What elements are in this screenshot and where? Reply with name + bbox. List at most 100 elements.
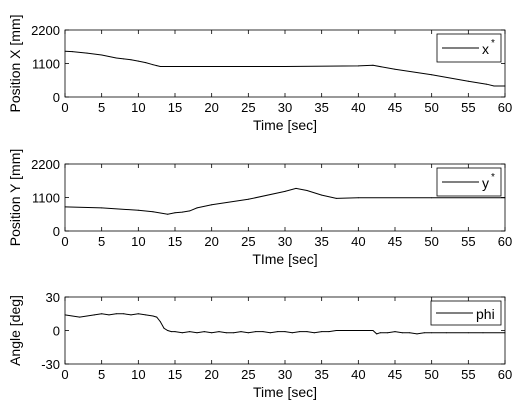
data-point <box>379 332 381 334</box>
data-point <box>416 333 418 335</box>
data-point <box>130 59 132 61</box>
data-point <box>174 212 176 214</box>
x-tick-label: 10 <box>131 367 145 382</box>
data-point <box>299 331 301 333</box>
data-point <box>335 197 337 199</box>
data-point <box>291 332 293 334</box>
data-point <box>167 213 169 215</box>
x-tick-label: 55 <box>461 234 475 249</box>
x-tick-label: 0 <box>61 234 68 249</box>
data-point <box>394 68 396 70</box>
x-tick-label: 60 <box>498 234 512 249</box>
x-tick-label: 40 <box>351 234 365 249</box>
data-point <box>167 330 169 331</box>
data-point <box>115 57 117 59</box>
data-point <box>306 190 308 191</box>
x-tick-label: 20 <box>204 100 218 115</box>
data-point <box>196 332 198 334</box>
data-point <box>365 330 367 331</box>
y-tick-label: -30 <box>41 357 60 372</box>
data-point <box>101 207 103 209</box>
data-point <box>189 210 191 212</box>
data-point <box>152 64 154 66</box>
data-point <box>152 315 154 317</box>
chart-panel-2: 0 5 10 15 20 25 30 35 40 45 50 55 60 0 1100 2200 TIme [s… <box>7 149 512 267</box>
data-point <box>277 331 279 333</box>
data-point <box>86 315 88 317</box>
legend: phi <box>430 300 502 326</box>
data-point <box>387 332 389 334</box>
data-point <box>343 330 345 331</box>
data-point <box>64 50 66 52</box>
data-point <box>170 331 172 333</box>
x-tick-label: 20 <box>204 234 218 249</box>
legend-superscript: * <box>491 38 495 49</box>
x-tick-label: 35 <box>314 367 328 382</box>
x-tick-label: 40 <box>351 100 365 115</box>
data-point <box>130 314 132 316</box>
data-point <box>376 333 378 335</box>
data-point <box>137 209 139 211</box>
data-point <box>218 331 220 333</box>
x-tick-label: 45 <box>388 234 402 249</box>
x-tick-label: 50 <box>424 234 438 249</box>
x-tick-label: 10 <box>131 234 145 249</box>
x-tick-label: 55 <box>461 367 475 382</box>
data-point <box>159 66 161 67</box>
data-point <box>115 313 117 315</box>
data-point <box>423 332 425 334</box>
data-point <box>321 194 323 196</box>
data-point <box>504 85 506 87</box>
data-point <box>189 331 191 333</box>
data-point <box>123 58 125 60</box>
y-tick-label: 0 <box>53 324 60 339</box>
x-tick-label: 25 <box>241 100 255 115</box>
data-point <box>156 65 158 67</box>
x-tick-label: 55 <box>461 100 475 115</box>
x-tick-label: 15 <box>168 234 182 249</box>
data-point <box>137 313 139 315</box>
y-axis-label: Position X [mm] <box>7 14 23 112</box>
data-point <box>64 314 66 316</box>
legend-label: y <box>482 175 489 191</box>
y-tick-label: 0 <box>53 224 60 239</box>
data-point <box>181 211 183 213</box>
data-point <box>401 332 403 334</box>
data-point <box>431 74 433 76</box>
data-point <box>225 332 227 334</box>
data-point <box>247 332 249 334</box>
legend-label: phi <box>476 306 495 322</box>
data-point <box>313 332 315 334</box>
data-point <box>71 51 73 53</box>
data-point <box>431 332 433 334</box>
data-point <box>145 62 147 64</box>
data-point <box>145 314 147 316</box>
data-point <box>350 330 352 331</box>
x-tick-label: 10 <box>131 100 145 115</box>
x-tick-label: 35 <box>314 100 328 115</box>
data-point <box>284 331 286 333</box>
data-point <box>467 332 469 334</box>
data-point <box>321 331 323 333</box>
data-point <box>108 314 110 316</box>
data-point <box>482 332 484 334</box>
legend: y * <box>436 167 502 197</box>
x-tick-label: 15 <box>168 100 182 115</box>
y-axis-label: Position Y [mm] <box>7 149 23 247</box>
data-point <box>152 211 154 213</box>
x-tick-label: 30 <box>278 234 292 249</box>
x-tick-label: 40 <box>351 367 365 382</box>
x-tick-label: 50 <box>424 367 438 382</box>
data-point <box>123 313 125 315</box>
data-point <box>486 83 488 85</box>
x-tick-label: 5 <box>98 234 105 249</box>
x-tick-label: 30 <box>278 100 292 115</box>
x-axis-label: Time [sec] <box>253 384 317 400</box>
data-point <box>159 321 161 323</box>
data-point <box>86 52 88 54</box>
y-tick-label: 1100 <box>32 57 60 72</box>
data-point <box>181 332 183 334</box>
y-tick-label: 1100 <box>32 191 60 206</box>
